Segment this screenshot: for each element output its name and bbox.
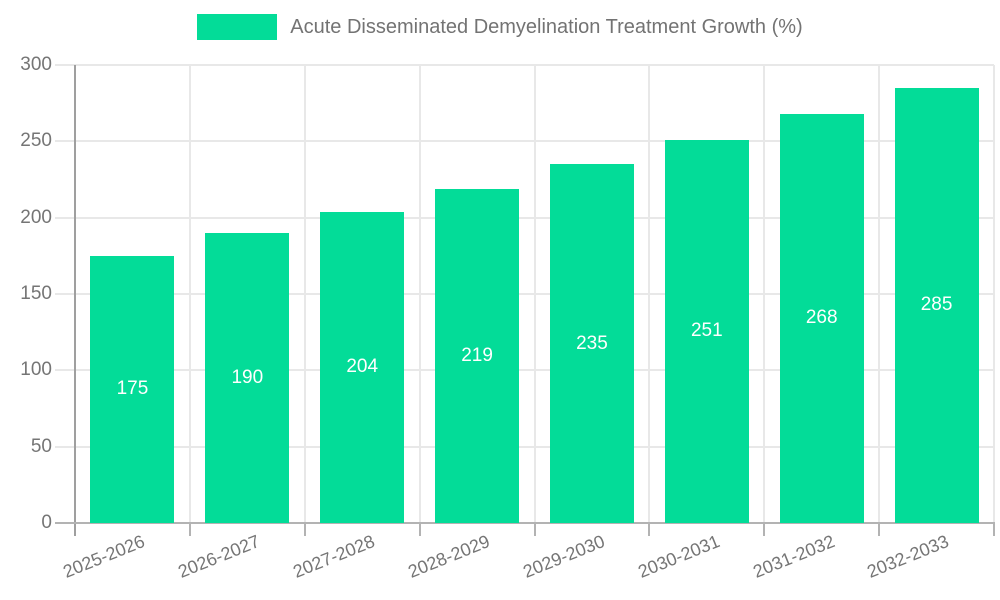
y-axis-tick-label: 200: [20, 206, 52, 228]
x-axis-label: 2028-2029: [405, 531, 493, 582]
x-axis-tick: [878, 523, 881, 536]
y-axis-tick-label: 100: [20, 359, 52, 381]
bar-value-label: 204: [346, 356, 379, 378]
gridline-h: [55, 216, 994, 219]
y-axis-tick-label: 150: [20, 283, 52, 304]
x-axis-tick: [188, 523, 191, 536]
gridline-h: [55, 64, 994, 66]
gridline-h: [55, 445, 994, 448]
bar[interactable]: 285: [894, 87, 979, 523]
x-axis-label: 2029-2030: [520, 531, 608, 582]
x-axis-tick: [993, 523, 995, 536]
gridline-v: [533, 65, 536, 523]
bar-value-label: 235: [576, 332, 608, 354]
bar-value-label: 285: [920, 294, 953, 316]
x-axis-tick: [418, 523, 421, 536]
x-axis-label: 2030-2031: [634, 531, 723, 582]
y-axis-tick-label: 300: [20, 54, 52, 75]
y-axis-tick-label: 250: [20, 130, 52, 152]
y-axis-line: [74, 65, 76, 536]
legend-label[interactable]: Acute Disseminated Demyelination Treatme…: [290, 15, 803, 38]
x-axis-label: 2026-2027: [175, 531, 263, 582]
x-axis-tick: [303, 523, 306, 536]
x-axis-label: 2032-2033: [864, 531, 953, 582]
gridline-h: [55, 369, 994, 372]
gridline-h: [55, 140, 994, 143]
bar[interactable]: 190: [205, 232, 290, 523]
bar[interactable]: 219: [435, 188, 520, 523]
gridline-h: [55, 293, 994, 295]
gridline-v: [878, 65, 881, 523]
x-axis-tick: [763, 523, 766, 536]
gridline-v: [418, 65, 421, 523]
x-axis-tick: [648, 523, 651, 536]
legend-swatch[interactable]: [197, 14, 278, 40]
bar[interactable]: 251: [664, 139, 749, 523]
bar[interactable]: 175: [90, 255, 175, 523]
bar[interactable]: 268: [779, 113, 864, 523]
gridline-v: [648, 65, 651, 523]
x-axis-line: [55, 522, 995, 524]
y-axis-tick-label: 0: [41, 512, 52, 533]
bar[interactable]: 204: [320, 211, 405, 523]
y-axis-tick-label: 50: [30, 435, 52, 457]
x-axis-label: 2027-2028: [290, 531, 378, 582]
x-axis-label: 2025-2026: [60, 531, 148, 582]
gridline-v: [763, 65, 766, 523]
x-axis-tick: [533, 523, 536, 536]
gridline-v: [188, 65, 191, 523]
bar-value-label: 190: [231, 366, 264, 388]
gridline-v: [303, 65, 306, 523]
gridline-v: [993, 65, 995, 523]
bar-value-label: 268: [805, 307, 838, 329]
bar[interactable]: 235: [549, 164, 634, 523]
bar-value-label: 251: [690, 320, 723, 342]
legend: Acute Disseminated Demyelination Treatme…: [0, 14, 1000, 40]
bar-value-label: 219: [461, 344, 493, 366]
x-axis-label: 2031-2032: [749, 531, 838, 582]
bar-value-label: 175: [116, 378, 149, 400]
